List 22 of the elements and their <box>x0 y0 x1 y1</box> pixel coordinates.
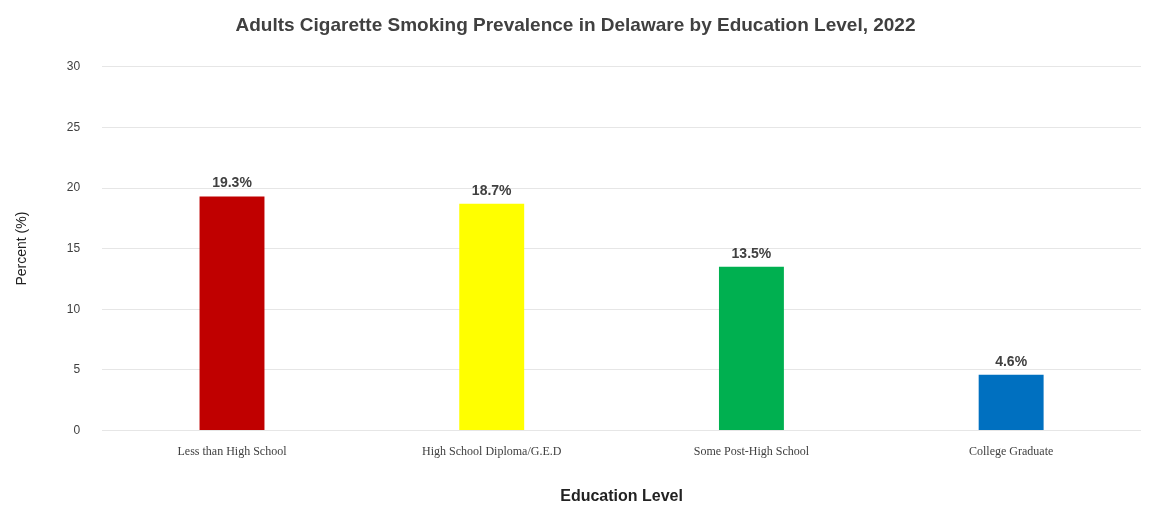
data-label: 13.5% <box>731 244 772 261</box>
bar <box>718 266 784 430</box>
bar <box>978 374 1044 430</box>
y-tick-label: 15 <box>66 240 81 255</box>
x-axis-title: Education Level <box>560 486 683 504</box>
x-tick-label: Some Post-High School <box>693 443 810 458</box>
data-label: 18.7% <box>471 181 513 198</box>
y-tick-label: 10 <box>66 301 81 316</box>
data-label: 4.6% <box>995 352 1028 369</box>
data-label: 19.3% <box>212 174 253 191</box>
y-tick-label: 30 <box>66 59 81 74</box>
y-tick-label: 20 <box>66 180 81 195</box>
y-tick-label: 0 <box>73 422 81 437</box>
y-tick-label: 5 <box>73 362 81 377</box>
x-tick-label: Less than High School <box>177 443 288 458</box>
y-tick-label: 25 <box>66 119 81 134</box>
x-tick-label: College Graduate <box>968 443 1054 458</box>
bar <box>459 203 525 430</box>
bar <box>199 196 265 430</box>
x-tick-label: High School Diploma/G.E.D <box>422 443 562 458</box>
y-axis-title: Percent (%) <box>13 211 30 286</box>
chart-title: Adults Cigarette Smoking Prevalence in Delaware by Education Level, 2022 <box>235 13 916 35</box>
